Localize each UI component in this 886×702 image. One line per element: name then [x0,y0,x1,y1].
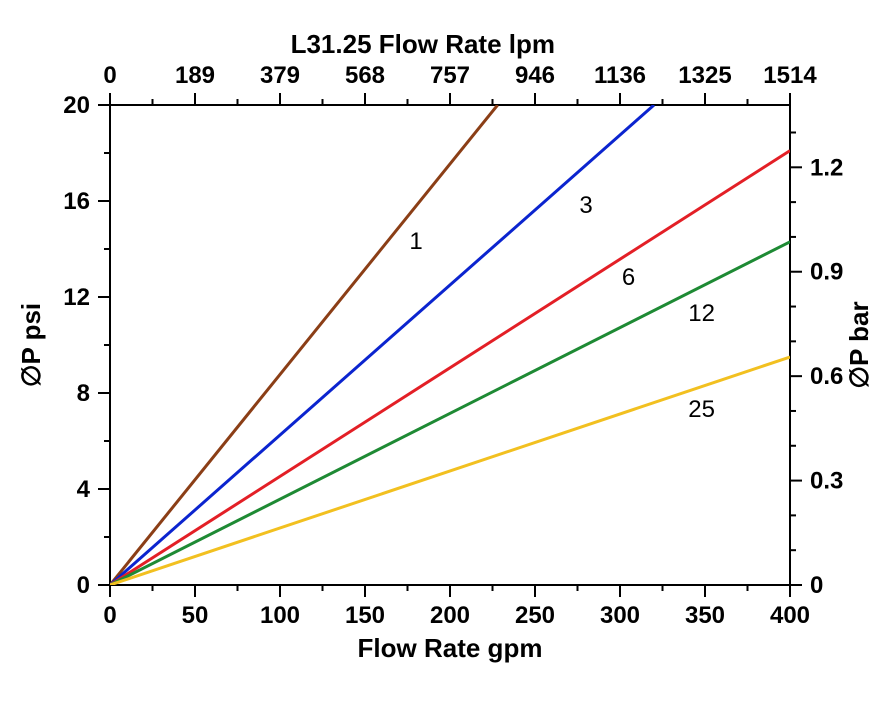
x-top-tick-label: 1325 [678,62,731,89]
series-annotation: 1 [409,228,422,255]
top-title: L31.25 Flow Rate lpm [291,29,555,59]
x-top-tick-label: 0 [103,62,116,89]
y-left-tick-label: 16 [63,188,90,215]
x-top-tick-label: 1514 [763,62,817,89]
y-left-tick-label: 12 [63,284,90,311]
x-top-tick-label: 189 [175,62,215,89]
y-right-tick-label: 1.2 [810,154,843,181]
x-bottom-tick-label: 100 [260,602,300,629]
y-left-tick-label: 0 [77,572,90,599]
y-right-tick-label: 0.3 [810,468,843,495]
x-top-tick-label: 1136 [594,62,646,89]
x-bottom-tick-label: 0 [103,602,116,629]
chart-container: 050100150200250300350400Flow Rate gpm018… [0,0,886,702]
x-bottom-title: Flow Rate gpm [358,633,543,663]
series-annotation: 12 [688,300,715,327]
x-bottom-tick-label: 250 [515,602,555,629]
x-top-tick-label: 757 [430,62,470,89]
x-top-tick-label: 946 [515,62,555,89]
x-bottom-tick-label: 400 [770,602,810,629]
y-right-title: ∅P bar [844,301,874,388]
x-bottom-tick-label: 50 [182,602,209,629]
y-left-tick-label: 4 [77,476,91,503]
y-left-tick-label: 8 [77,380,90,407]
y-right-tick-label: 0 [810,572,823,599]
x-bottom-tick-label: 200 [430,602,470,629]
x-top-tick-label: 568 [345,62,385,89]
y-left-tick-label: 20 [63,92,90,119]
y-right-tick-label: 0.9 [810,259,843,286]
x-top-tick-label: 379 [260,62,300,89]
x-bottom-tick-label: 350 [685,602,725,629]
y-left-title: ∅P psi [16,303,46,387]
x-bottom-tick-label: 300 [600,602,640,629]
flow-rate-chart: 050100150200250300350400Flow Rate gpm018… [0,0,886,702]
series-annotation: 25 [688,396,715,423]
y-right-tick-label: 0.6 [810,363,843,390]
series-annotation: 6 [622,264,635,291]
series-annotation: 3 [579,192,592,219]
x-bottom-tick-label: 150 [345,602,385,629]
